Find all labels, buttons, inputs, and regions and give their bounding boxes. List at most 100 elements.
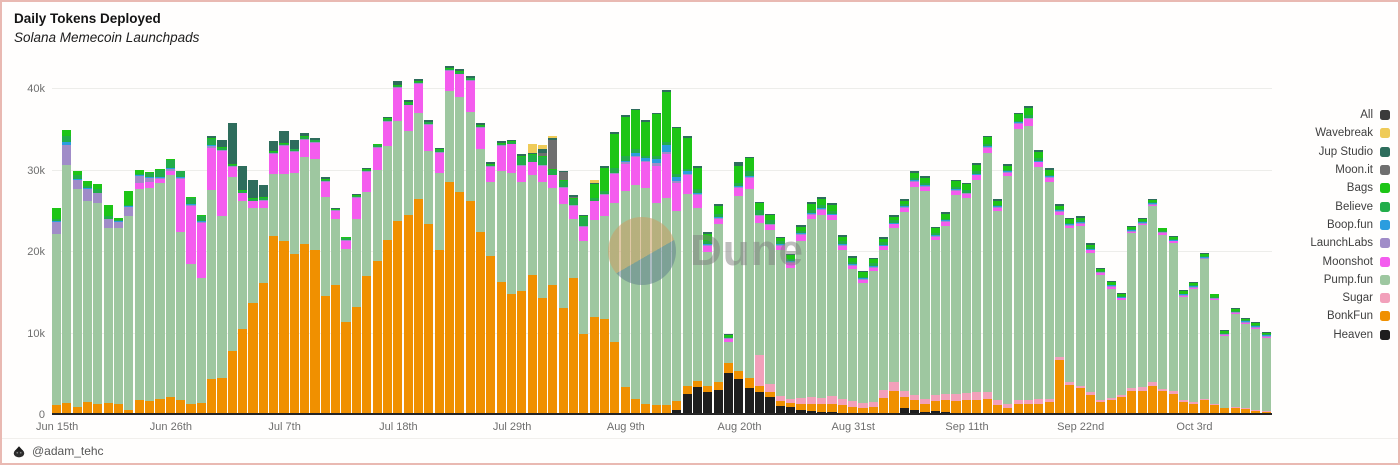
bar[interactable] <box>258 185 268 415</box>
bar[interactable] <box>372 143 382 415</box>
bar[interactable] <box>486 162 496 415</box>
bar[interactable] <box>1220 330 1230 415</box>
bar[interactable] <box>186 197 196 415</box>
bar[interactable] <box>651 112 661 415</box>
bar[interactable] <box>155 168 165 415</box>
bar[interactable] <box>734 162 744 415</box>
bar[interactable] <box>434 147 444 415</box>
legend-item-bags[interactable]: Bags <box>1310 179 1390 197</box>
bar[interactable] <box>744 156 754 415</box>
legend-item-heaven[interactable]: Heaven <box>1310 326 1390 344</box>
bar[interactable] <box>114 217 124 415</box>
bar[interactable] <box>630 108 641 415</box>
bar[interactable] <box>579 214 589 415</box>
bar[interactable] <box>527 144 537 415</box>
bar[interactable] <box>300 133 310 415</box>
legend-item-boop-fun[interactable]: Boop.fun <box>1310 216 1390 234</box>
bar[interactable] <box>827 203 837 415</box>
bar[interactable] <box>1178 290 1189 415</box>
bar[interactable] <box>403 100 413 415</box>
bar[interactable] <box>279 131 289 415</box>
bar[interactable] <box>227 123 237 415</box>
bar[interactable] <box>899 199 909 415</box>
bar[interactable] <box>1127 225 1137 415</box>
bar[interactable] <box>568 195 579 415</box>
bar[interactable] <box>1075 216 1085 415</box>
bar[interactable] <box>775 236 785 415</box>
bar[interactable] <box>682 136 692 415</box>
bar[interactable] <box>424 120 434 415</box>
bar[interactable] <box>599 166 610 415</box>
bar[interactable] <box>1168 235 1178 415</box>
bar[interactable] <box>1065 217 1075 415</box>
bar[interactable] <box>1189 282 1199 415</box>
legend-item-jup-studio[interactable]: Jup Studio <box>1310 143 1390 161</box>
bar[interactable] <box>610 132 620 415</box>
bar[interactable] <box>693 166 703 415</box>
bar[interactable] <box>662 89 672 415</box>
bar[interactable] <box>672 126 682 415</box>
bar[interactable] <box>920 176 930 415</box>
bar[interactable] <box>145 172 155 415</box>
bar[interactable] <box>982 135 992 415</box>
legend-item-bonkfun[interactable]: BonkFun <box>1310 307 1390 325</box>
bar[interactable] <box>455 69 465 415</box>
bar[interactable] <box>124 190 134 415</box>
bar[interactable] <box>961 182 971 415</box>
bar[interactable] <box>765 213 775 415</box>
bar[interactable] <box>165 159 175 415</box>
bar[interactable] <box>1230 308 1240 415</box>
bar[interactable] <box>72 170 82 415</box>
bar[interactable] <box>93 184 103 415</box>
bar[interactable] <box>331 208 341 415</box>
bar[interactable] <box>1054 203 1064 415</box>
bar[interactable] <box>269 141 279 415</box>
bar[interactable] <box>393 80 403 415</box>
bar[interactable] <box>992 199 1002 415</box>
bar[interactable] <box>837 234 847 415</box>
bar[interactable] <box>320 177 330 415</box>
bar[interactable] <box>351 194 361 415</box>
legend-item-believe[interactable]: Believe <box>1310 197 1390 215</box>
bar[interactable] <box>817 197 827 415</box>
bar[interactable] <box>207 136 217 415</box>
bar[interactable] <box>724 334 734 415</box>
legend-item-launchlabs[interactable]: LaunchLabs <box>1310 234 1390 252</box>
bar[interactable] <box>537 145 548 415</box>
bar[interactable] <box>1034 150 1044 415</box>
bar[interactable] <box>382 116 392 415</box>
bar[interactable] <box>796 225 806 415</box>
bar[interactable] <box>972 163 982 415</box>
bar[interactable] <box>1209 293 1220 415</box>
bar[interactable] <box>238 165 248 415</box>
bar[interactable] <box>1085 243 1096 415</box>
bar[interactable] <box>951 179 961 415</box>
bar[interactable] <box>289 139 299 415</box>
bar[interactable] <box>1106 281 1116 415</box>
bar[interactable] <box>848 256 858 415</box>
bar[interactable] <box>548 135 558 415</box>
bar[interactable] <box>83 181 93 415</box>
bar[interactable] <box>589 180 599 415</box>
bar[interactable] <box>475 123 486 415</box>
bar[interactable] <box>1013 112 1023 415</box>
legend-item-sugar[interactable]: Sugar <box>1310 289 1390 307</box>
bar[interactable] <box>1137 217 1147 415</box>
bar[interactable] <box>362 168 372 415</box>
bar[interactable] <box>786 253 796 415</box>
legend-item-pump-fun[interactable]: Pump.fun <box>1310 271 1390 289</box>
bar[interactable] <box>1116 292 1127 415</box>
bar[interactable] <box>558 170 568 415</box>
bar[interactable] <box>806 202 816 415</box>
bar[interactable] <box>1158 227 1168 415</box>
bar[interactable] <box>1096 268 1106 415</box>
author-handle[interactable]: @adam_tehc <box>32 444 104 458</box>
bar[interactable] <box>703 232 713 415</box>
bar[interactable] <box>310 137 320 415</box>
bar[interactable] <box>62 129 72 415</box>
bar[interactable] <box>217 140 227 415</box>
bar[interactable] <box>1023 106 1033 415</box>
bar[interactable] <box>1003 164 1013 415</box>
bar[interactable] <box>506 139 517 415</box>
legend-item-moon-it[interactable]: Moon.it <box>1310 161 1390 179</box>
